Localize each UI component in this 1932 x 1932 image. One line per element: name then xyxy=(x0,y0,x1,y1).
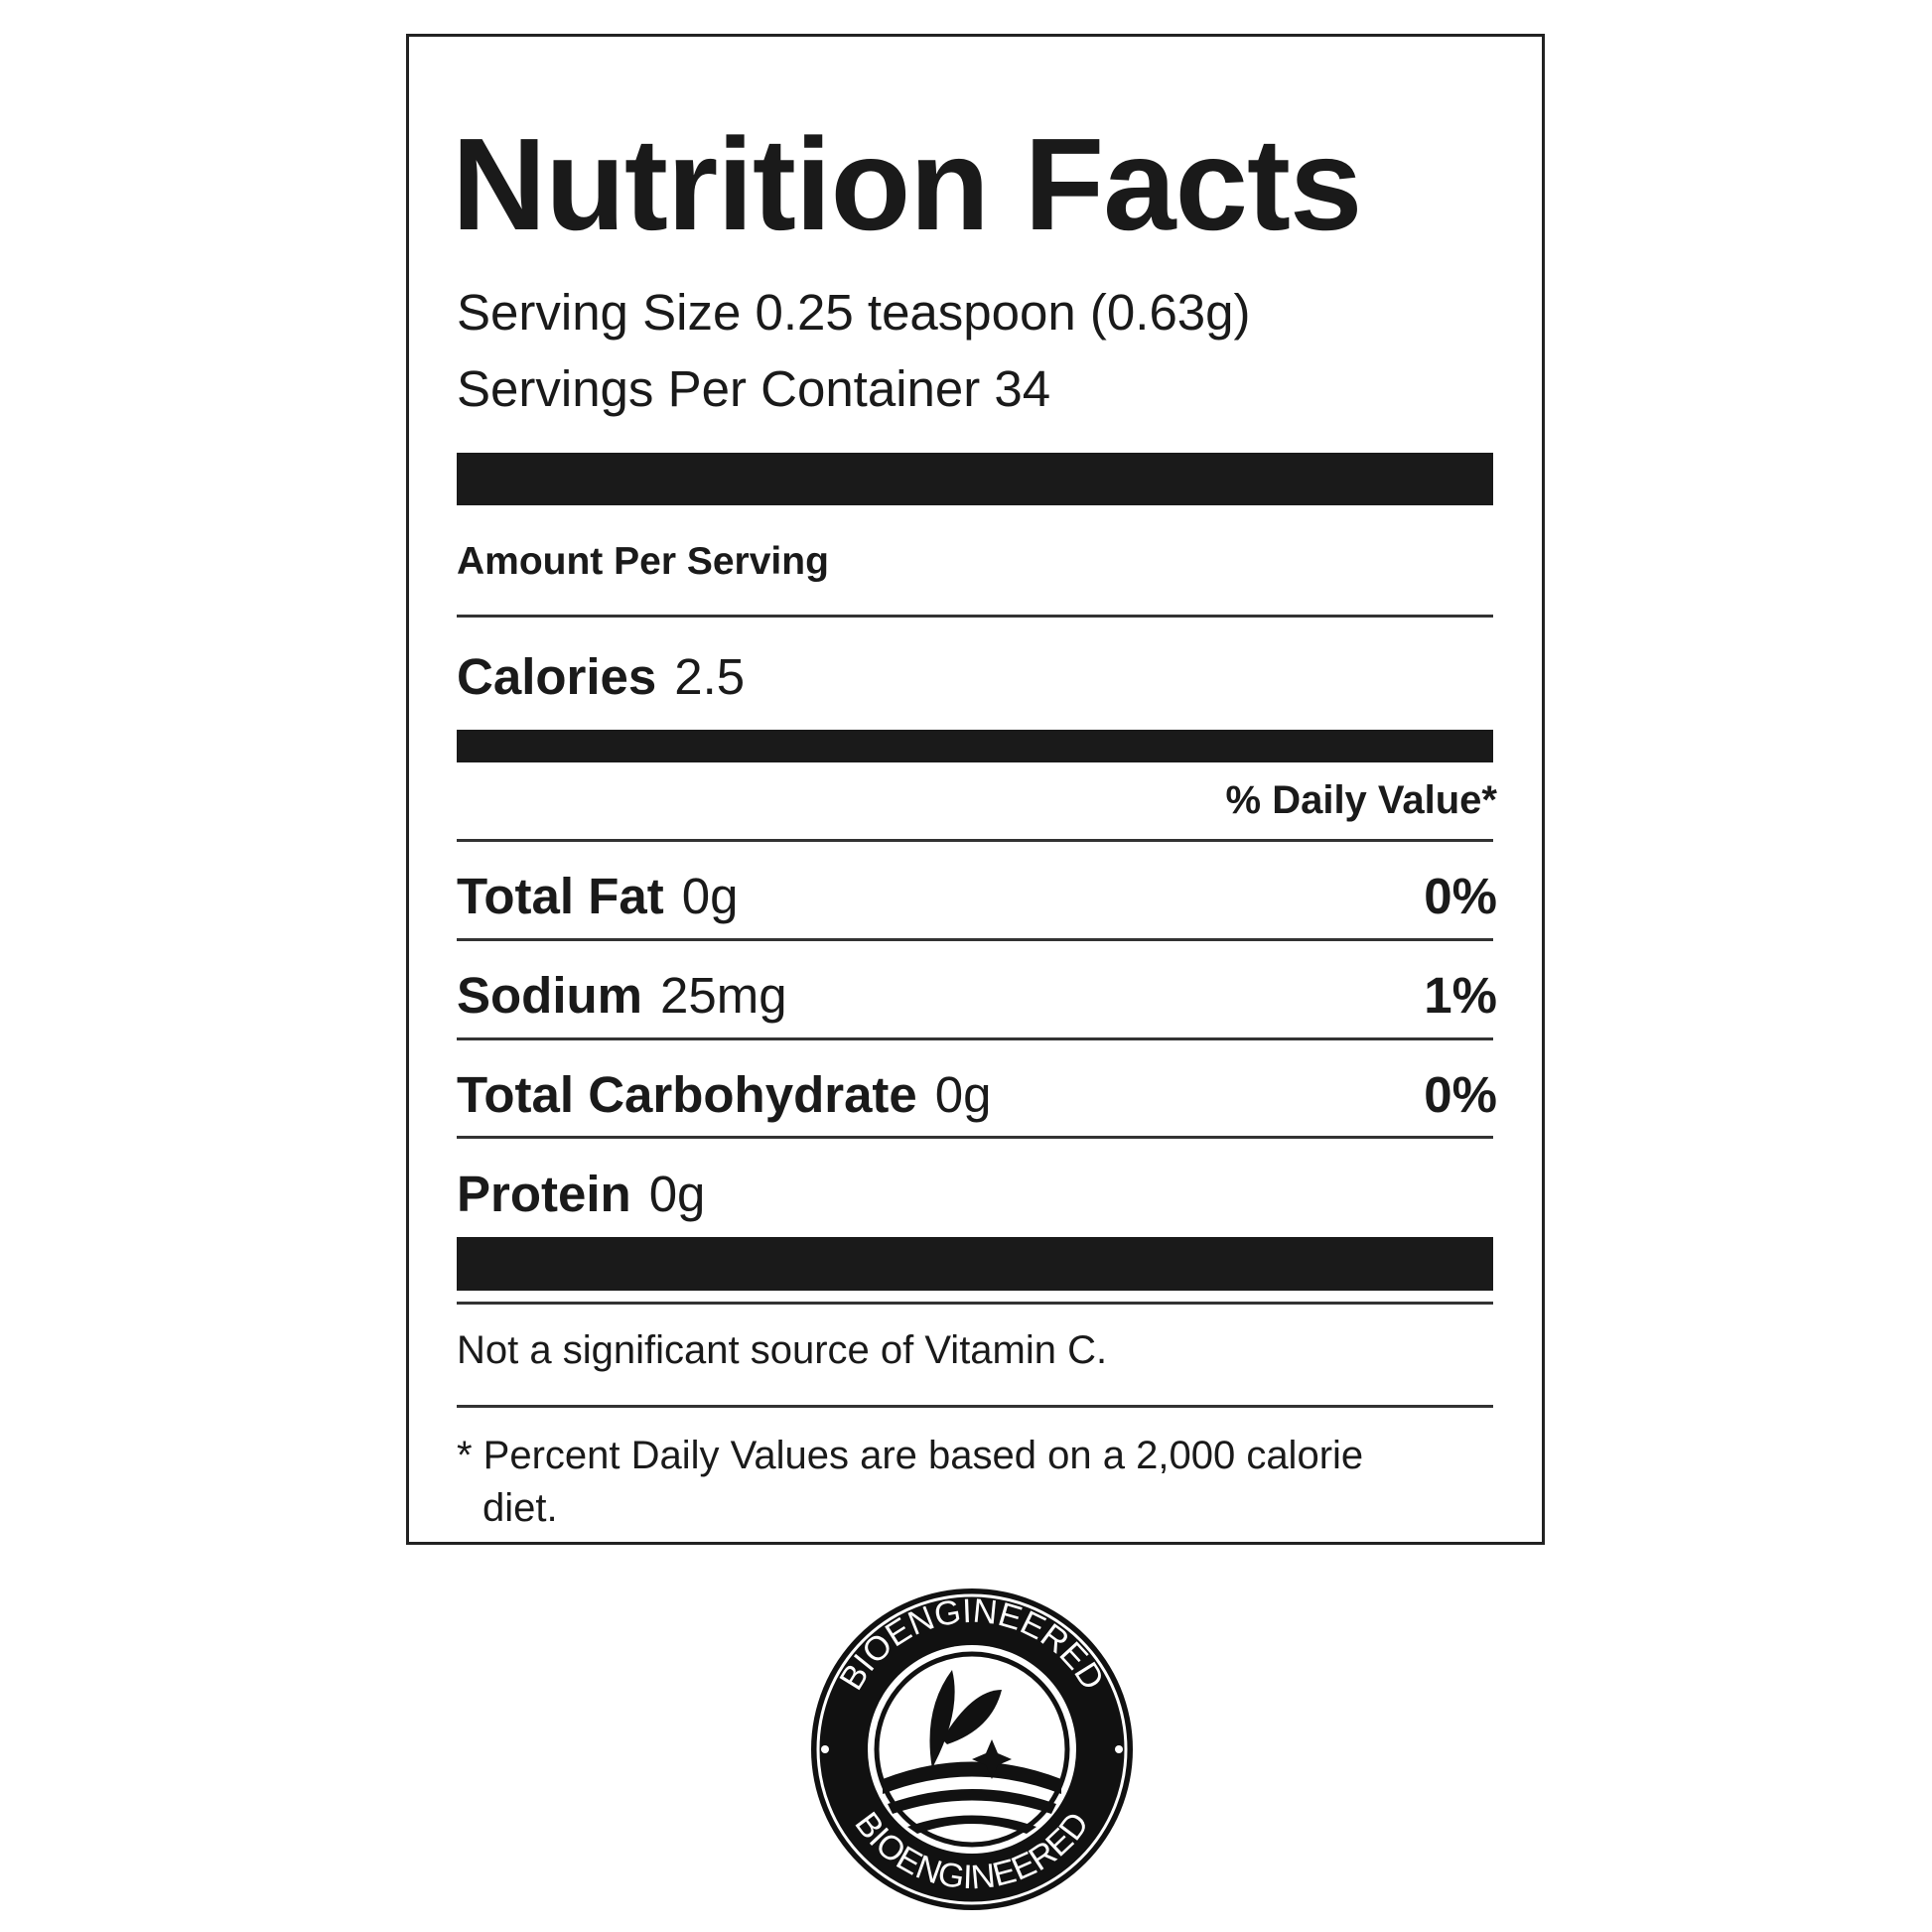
amount-per-serving: Amount Per Serving xyxy=(457,540,829,583)
nutrient-amount: 0g xyxy=(934,1065,992,1123)
nutrient-row-carbohydrate: Total Carbohydrate 0g 0% xyxy=(457,1064,1497,1124)
divider xyxy=(457,1302,1493,1305)
nutrient-row-sodium: Sodium 25mg 1% xyxy=(457,965,1497,1025)
nutrient-dv: 0% xyxy=(1424,867,1497,924)
divider xyxy=(457,1037,1493,1040)
divider xyxy=(457,1405,1493,1408)
label-title: Nutrition Facts xyxy=(452,111,1362,257)
divider xyxy=(457,1136,1493,1139)
nutrient-amount: 0g xyxy=(681,867,739,924)
nutrient-label: Total Carbohydrate xyxy=(457,1065,917,1123)
divider xyxy=(457,938,1493,941)
thick-divider xyxy=(457,1237,1493,1291)
nutrition-label xyxy=(406,34,1545,1545)
vitamin-note: Not a significant source of Vitamin C. xyxy=(457,1328,1108,1372)
serving-size: Serving Size 0.25 teaspoon (0.63g) xyxy=(457,284,1251,341)
nutrient-dv: 0% xyxy=(1424,1065,1497,1123)
footnote-line-2: diet. xyxy=(483,1486,558,1530)
servings-per-container: Servings Per Container 34 xyxy=(457,360,1051,417)
divider xyxy=(457,839,1493,842)
nutrient-amount: 25mg xyxy=(660,966,787,1024)
nutrient-row-protein: Protein 0g xyxy=(457,1164,1497,1223)
medium-divider xyxy=(457,730,1493,762)
nutrient-label: Sodium xyxy=(457,966,642,1024)
nutrient-amount: 0g xyxy=(648,1165,706,1222)
nutrient-label: Protein xyxy=(457,1165,631,1222)
nutrient-dv: 1% xyxy=(1424,966,1497,1024)
thick-divider xyxy=(457,453,1493,505)
nutrient-label: Total Fat xyxy=(457,867,664,924)
bioengineered-seal-icon: BIOENGINEERED BIOENGINEERED xyxy=(811,1588,1133,1910)
calories-value: 2.5 xyxy=(674,647,746,705)
footnote-line-1: * Percent Daily Values are based on a 2,… xyxy=(457,1434,1364,1477)
daily-value-header: % Daily Value* xyxy=(1225,778,1497,822)
calories-label: Calories xyxy=(457,647,657,705)
nutrient-row-total-fat: Total Fat 0g 0% xyxy=(457,866,1497,925)
divider xyxy=(457,615,1493,618)
calories-row: Calories 2.5 xyxy=(457,646,1497,706)
